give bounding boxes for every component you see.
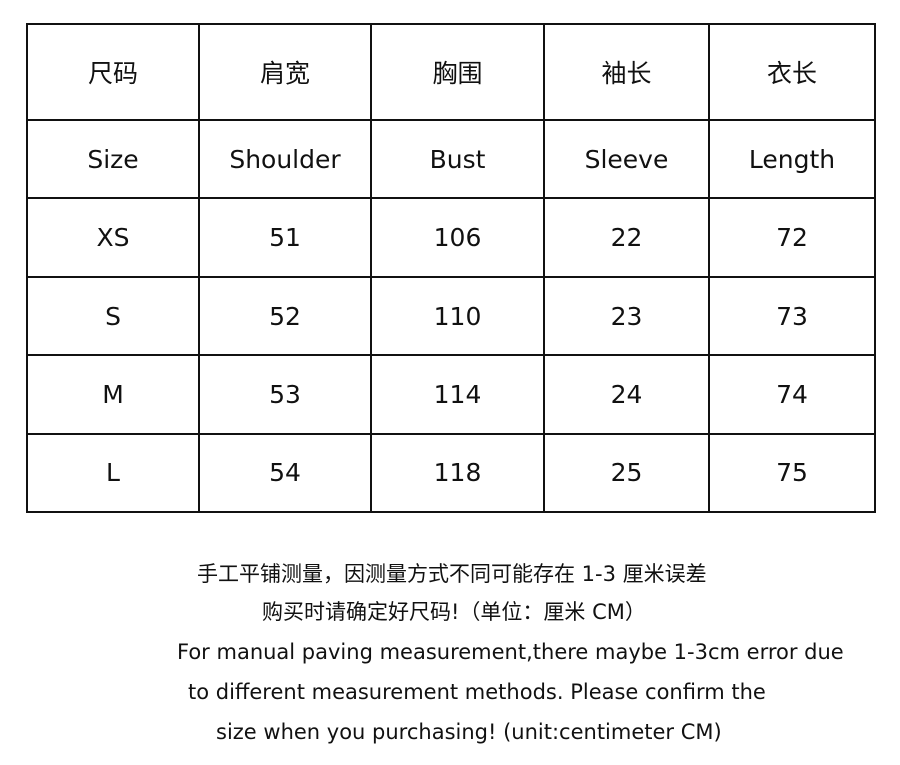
table-cell: Bust (370, 119, 545, 200)
table-cell: 73 (708, 275, 876, 357)
table-cell: Sleeve (543, 119, 710, 200)
table-cell: 25 (543, 432, 710, 514)
table-row: L 54 118 25 75 (26, 432, 876, 514)
table-row: XS 51 106 22 72 (26, 197, 876, 278)
table-cell: Size (26, 119, 200, 200)
table-cell: 110 (370, 275, 545, 357)
note-cn-line-1: 手工平铺测量，因测量方式不同可能存在 1-3 厘米误差 (197, 562, 707, 586)
table-cell: XS (26, 197, 200, 278)
table-cell: 118 (370, 432, 545, 514)
table-cell: 胸围 (370, 22, 545, 122)
table-cell: 106 (370, 197, 545, 278)
table-cell: 72 (708, 197, 876, 278)
header-row-en: Size Shoulder Bust Sleeve Length (26, 119, 876, 200)
table-cell: 52 (198, 275, 372, 357)
table-cell: 尺码 (26, 22, 200, 122)
table-cell: 51 (198, 197, 372, 278)
table-cell: 54 (198, 432, 372, 514)
table-cell: 肩宽 (198, 22, 372, 122)
note-en-line-2: to different measurement methods. Please… (188, 680, 766, 704)
table-cell: Shoulder (198, 119, 372, 200)
table-row: M 53 114 24 74 (26, 354, 876, 435)
note-cn-line-2: 购买时请确定好尺码!（单位：厘米 CM） (262, 600, 646, 624)
note-en-line-3: size when you purchasing! (unit:centimet… (216, 720, 722, 744)
note-en-line-1: For manual paving measurement,there mayb… (177, 640, 844, 664)
table-cell: S (26, 275, 200, 357)
table-cell: 22 (543, 197, 710, 278)
size-chart-table: 尺码 肩宽 胸围 袖长 衣长 Size Shoulder Bust Sleeve Length XS… (26, 22, 876, 514)
table-cell: Length (708, 119, 876, 200)
table-cell: M (26, 354, 200, 435)
table-cell: 23 (543, 275, 710, 357)
table-cell: 衣长 (708, 22, 876, 122)
header-row-cn: 尺码 肩宽 胸围 袖长 衣长 (26, 22, 876, 122)
table-cell: 74 (708, 354, 876, 435)
table-cell: 114 (370, 354, 545, 435)
table-cell: 袖长 (543, 22, 710, 122)
table-cell: 24 (543, 354, 710, 435)
table-row: S 52 110 23 73 (26, 275, 876, 357)
table-cell: 53 (198, 354, 372, 435)
table-cell: 75 (708, 432, 876, 514)
table-cell: L (26, 432, 200, 514)
